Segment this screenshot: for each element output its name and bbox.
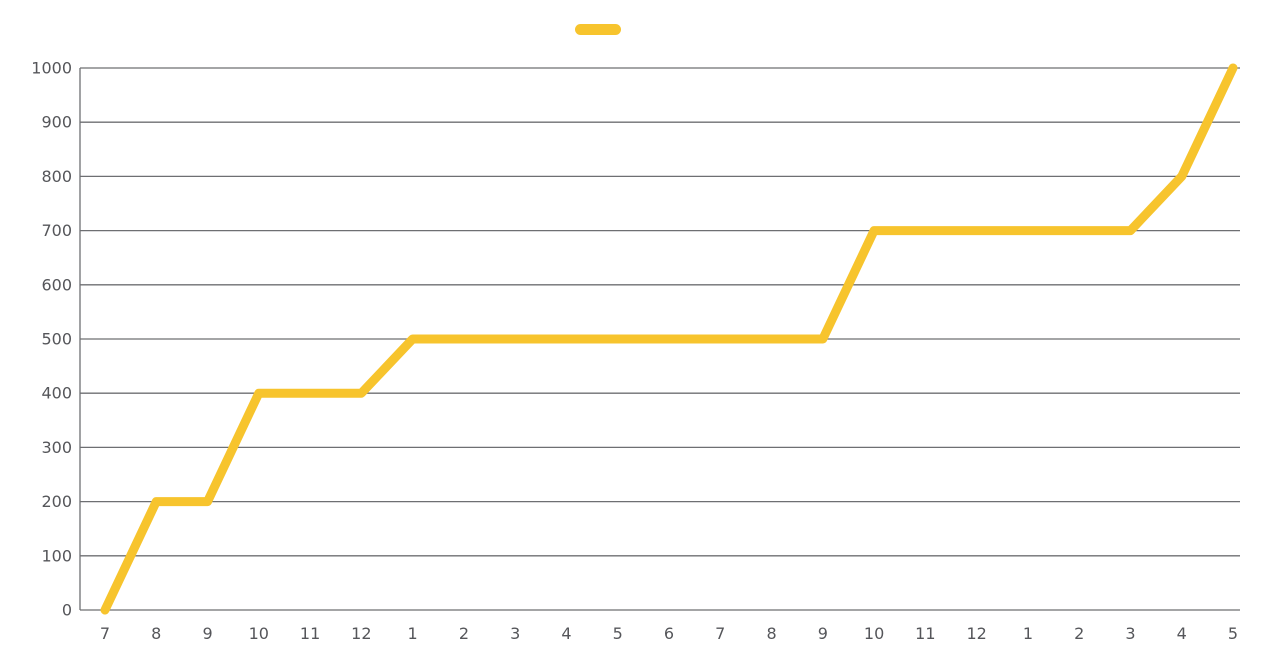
x-tick-label: 8: [766, 624, 776, 643]
x-tick-label: 5: [613, 624, 623, 643]
y-tick-label: 200: [41, 492, 72, 511]
x-tick-label: 1: [408, 624, 418, 643]
x-tick-label: 4: [1177, 624, 1187, 643]
x-tick-label: 3: [1125, 624, 1135, 643]
x-tick-label: 11: [915, 624, 935, 643]
x-tick-label: 12: [966, 624, 986, 643]
x-tick-label: 7: [100, 624, 110, 643]
x-tick-label: 8: [151, 624, 161, 643]
y-tick-label: 900: [41, 113, 72, 132]
y-tick-label: 0: [62, 601, 72, 620]
y-tick-label: 1000: [31, 59, 72, 78]
chart-legend: [575, 24, 629, 35]
series-line: [100, 63, 1238, 615]
x-tick-label: 12: [351, 624, 371, 643]
x-tick-label: 3: [510, 624, 520, 643]
x-tick-label: 10: [249, 624, 269, 643]
y-tick-label: 500: [41, 330, 72, 349]
x-tick-label: 11: [300, 624, 320, 643]
y-tick-label: 300: [41, 438, 72, 457]
y-tick-label: 100: [41, 546, 72, 565]
x-tick-label: 4: [561, 624, 571, 643]
y-tick-label: 400: [41, 384, 72, 403]
x-tick-label: 2: [1074, 624, 1084, 643]
y-tick-label: 800: [41, 167, 72, 186]
x-tick-label: 9: [202, 624, 212, 643]
legend-line-marker: [575, 24, 621, 35]
x-tick-label: 7: [715, 624, 725, 643]
x-tick-label: 1: [1023, 624, 1033, 643]
x-tick-label: 10: [864, 624, 884, 643]
x-tick-label: 5: [1228, 624, 1238, 643]
x-tick-label: 9: [818, 624, 828, 643]
y-tick-label: 600: [41, 275, 72, 294]
x-tick-label: 6: [664, 624, 674, 643]
y-tick-label: 700: [41, 221, 72, 240]
x-tick-label: 2: [459, 624, 469, 643]
